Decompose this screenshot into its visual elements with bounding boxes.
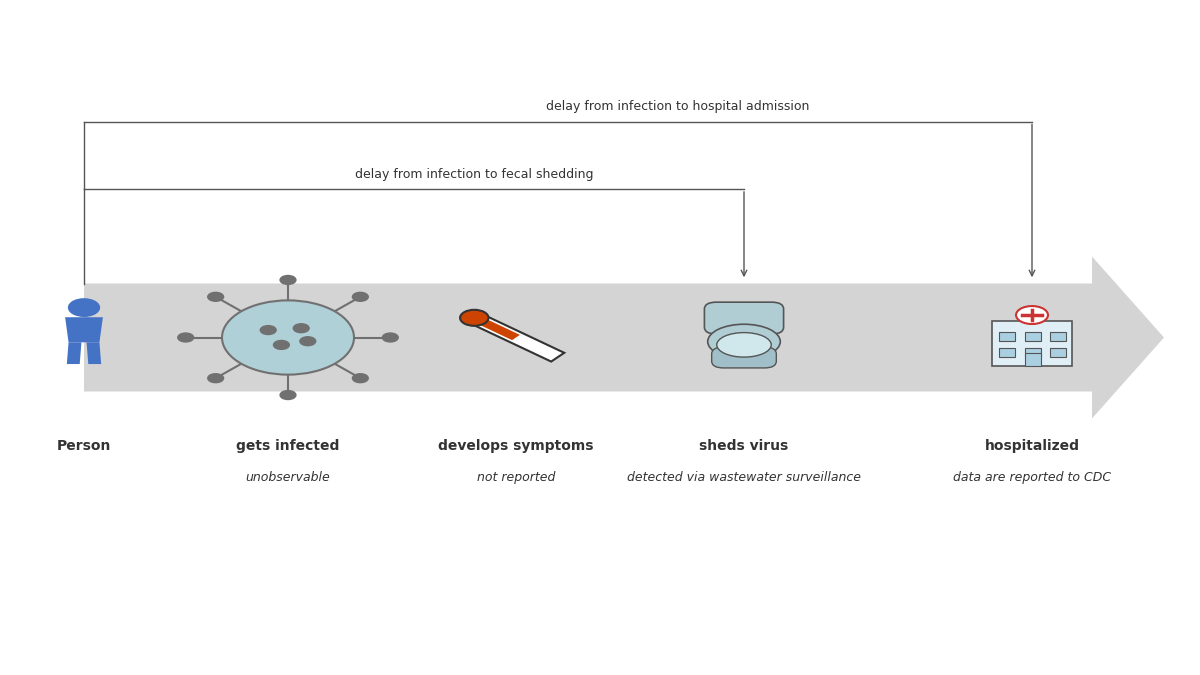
Text: sheds virus: sheds virus (700, 439, 788, 453)
Bar (1025, 353, 1040, 366)
Polygon shape (84, 256, 1164, 418)
Circle shape (260, 325, 276, 335)
Circle shape (208, 374, 223, 383)
FancyBboxPatch shape (712, 347, 776, 368)
Polygon shape (468, 313, 564, 362)
Circle shape (280, 275, 296, 284)
Bar (992, 321, 1072, 366)
Circle shape (353, 374, 368, 383)
Circle shape (68, 299, 100, 317)
Circle shape (280, 391, 296, 400)
Circle shape (460, 310, 488, 326)
Circle shape (208, 292, 223, 301)
Polygon shape (86, 342, 101, 364)
Circle shape (1016, 306, 1048, 324)
Polygon shape (65, 317, 103, 342)
Circle shape (222, 300, 354, 375)
Circle shape (293, 324, 310, 333)
Circle shape (353, 292, 368, 301)
Text: data are reported to CDC: data are reported to CDC (953, 471, 1111, 484)
Text: unobservable: unobservable (246, 471, 330, 484)
Bar (1000, 348, 1015, 356)
Polygon shape (470, 315, 520, 340)
Ellipse shape (716, 333, 772, 357)
Bar (1000, 332, 1015, 341)
Text: Person: Person (56, 439, 112, 453)
Circle shape (274, 340, 289, 350)
Text: delay from infection to fecal shedding: delay from infection to fecal shedding (355, 168, 593, 181)
Text: hospitalized: hospitalized (984, 439, 1080, 453)
Bar (1050, 348, 1066, 356)
Ellipse shape (708, 324, 780, 359)
Circle shape (383, 333, 398, 342)
Text: develops symptoms: develops symptoms (438, 439, 594, 453)
Text: delay from infection to hospital admission: delay from infection to hospital admissi… (546, 101, 810, 113)
Text: detected via wastewater surveillance: detected via wastewater surveillance (628, 471, 862, 484)
Bar (1025, 348, 1040, 356)
Circle shape (300, 337, 316, 346)
Bar (1050, 332, 1066, 341)
FancyBboxPatch shape (704, 302, 784, 334)
Text: not reported: not reported (476, 471, 556, 484)
Text: gets infected: gets infected (236, 439, 340, 453)
Bar (1025, 332, 1040, 341)
Circle shape (178, 333, 193, 342)
Polygon shape (67, 342, 82, 364)
